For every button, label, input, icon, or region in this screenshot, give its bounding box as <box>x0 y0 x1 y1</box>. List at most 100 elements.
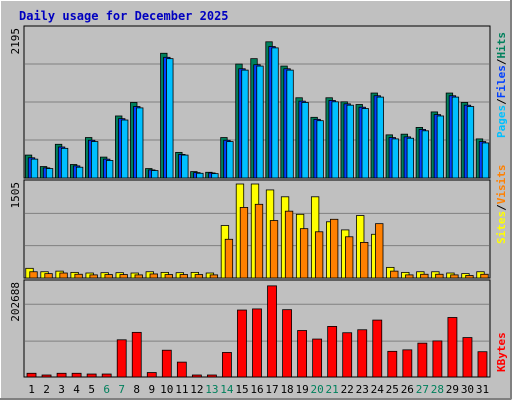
bottom-bar-kbytes-day-5 <box>86 373 97 378</box>
top-bar-pages-day-6 <box>106 160 114 179</box>
x-label-day-14: 14 <box>220 383 234 396</box>
top-legend: Pages/Files/Hits <box>495 32 508 138</box>
middle-bar-visits-day-1 <box>29 271 38 279</box>
top-bar-pages-day-5 <box>90 141 99 179</box>
middle-bar-visits-day-9 <box>149 273 158 279</box>
middle-bar-visits-day-5 <box>89 274 98 279</box>
top-bar-pages-day-18 <box>286 69 294 179</box>
x-label-day-22: 22 <box>341 383 354 396</box>
bottom-legend-part-0: KBytes <box>495 332 508 372</box>
top-bar-pages-day-25 <box>391 138 399 179</box>
x-label-day-31: 31 <box>476 383 489 396</box>
middle-bar-visits-day-10 <box>164 274 173 279</box>
top-ymax-label: 2195 <box>9 28 22 55</box>
x-label-day-1: 1 <box>28 383 35 396</box>
bottom-bar-kbytes-day-29 <box>447 317 458 378</box>
bottom-bar-kbytes-day-20 <box>312 338 323 378</box>
middle-bar-visits-day-28 <box>435 273 444 279</box>
x-label-day-21: 21 <box>326 383 339 396</box>
x-label-day-11: 11 <box>175 383 188 396</box>
middle-legend-part-2: Visits <box>495 165 508 205</box>
bottom-bar-kbytes-day-18 <box>282 309 292 378</box>
bottom-bar-kbytes-day-7 <box>116 339 127 378</box>
middle-legend: Sites/Visits <box>495 165 508 245</box>
bottom-bar-kbytes-day-1 <box>26 372 37 378</box>
bottom-bar-kbytes-day-2 <box>41 374 52 378</box>
middle-bar-visits-day-21 <box>330 218 339 279</box>
bottom-bar-kbytes-day-21 <box>327 326 338 378</box>
middle-bar-visits-day-17 <box>269 220 279 279</box>
middle-bar-visits-day-23 <box>360 241 369 279</box>
middle-bar-visits-day-22 <box>345 236 354 279</box>
bottom-bar-kbytes-day-31 <box>477 351 488 378</box>
top-bar-pages-day-10 <box>166 58 174 179</box>
top-bar-pages-day-23 <box>361 108 369 179</box>
bottom-bar-kbytes-day-17 <box>267 285 277 378</box>
middle-bar-visits-day-3 <box>59 272 68 279</box>
top-bar-pages-day-8 <box>136 107 144 179</box>
x-label-day-4: 4 <box>73 383 80 396</box>
x-label-day-10: 10 <box>160 383 173 396</box>
middle-bar-visits-day-14 <box>224 238 234 279</box>
x-label-day-6: 6 <box>103 383 110 396</box>
top-bar-pages-day-30 <box>466 106 475 179</box>
top-legend-part-3: / <box>495 58 508 65</box>
bottom-bar-kbytes-day-6 <box>101 373 112 378</box>
x-label-day-8: 8 <box>133 383 140 396</box>
bottom-bar-kbytes-day-15 <box>237 309 247 378</box>
bottom-bar-kbytes-day-23 <box>357 329 368 378</box>
top-bar-pages-day-2 <box>45 168 54 179</box>
bottom-bar-kbytes-day-26 <box>402 349 413 378</box>
top-bar-pages-day-12 <box>196 172 204 179</box>
top-bar-pages-day-16 <box>256 65 264 179</box>
top-legend-part-4: Hits <box>495 32 508 59</box>
top-bar-pages-day-1 <box>30 158 39 179</box>
bottom-bar-kbytes-day-24 <box>372 319 383 378</box>
middle-bar-visits-day-8 <box>134 274 143 279</box>
bottom-bar-kbytes-day-8 <box>131 331 142 378</box>
middle-bar-visits-day-18 <box>284 210 294 279</box>
bottom-bar-kbytes-day-12 <box>191 374 202 378</box>
bottom-bar-kbytes-day-14 <box>222 352 232 378</box>
middle-bar-visits-day-25 <box>390 270 399 279</box>
top-bar-pages-day-13 <box>211 173 219 179</box>
x-label-day-13: 13 <box>205 383 218 396</box>
y-axis-max-labels: 2195 1505 202688 <box>9 28 22 322</box>
top-bar-pages-day-29 <box>451 96 460 179</box>
x-label-day-12: 12 <box>190 383 203 396</box>
middle-bar-visits-day-2 <box>44 273 53 279</box>
top-bar-pages-day-22 <box>346 104 354 179</box>
top-bar-pages-day-24 <box>376 96 384 179</box>
bottom-bar-kbytes-day-25 <box>387 350 398 378</box>
panel-legends: Pages/Files/Hits Sites/Visits KBytes <box>495 32 508 372</box>
x-label-day-26: 26 <box>401 383 414 396</box>
bottom-bar-kbytes-day-16 <box>252 308 262 378</box>
top-legend-part-0: Pages <box>495 105 508 138</box>
middle-bar-visits-day-31 <box>480 273 489 279</box>
bottom-bar-kbytes-day-22 <box>342 332 353 378</box>
top-bar-pages-day-20 <box>316 120 324 179</box>
x-label-day-23: 23 <box>356 383 369 396</box>
x-label-day-29: 29 <box>446 383 459 396</box>
x-label-day-7: 7 <box>118 383 125 396</box>
x-axis-labels: 1 2 3 4 5 6 7 8 9 10 11 12 13 14 15 16 17 18 19 20 21 22 23 24 2… <box>28 383 489 396</box>
x-label-day-9: 9 <box>148 383 155 396</box>
middle-bar-visits-day-30 <box>465 275 474 279</box>
top-bar-pages-day-28 <box>436 115 445 179</box>
top-bar-pages-day-26 <box>406 137 414 179</box>
bottom-bar-kbytes-day-30 <box>462 337 473 378</box>
chart-title: Daily usage for December 2025 <box>19 9 229 23</box>
top-legend-part-1: / <box>495 98 508 105</box>
top-bar-pages-day-21 <box>331 101 339 179</box>
top-bar-pages-day-3 <box>60 147 69 179</box>
top-bar-pages-day-9 <box>151 170 159 179</box>
top-bar-pages-day-27 <box>421 130 430 179</box>
middle-bar-visits-day-20 <box>314 231 324 279</box>
x-label-day-17: 17 <box>265 383 278 396</box>
top-bar-pages-day-7 <box>121 119 129 179</box>
bottom-ymax-label: 202688 <box>9 282 22 322</box>
top-bar-pages-day-14 <box>226 141 234 179</box>
middle-bar-visits-day-7 <box>119 274 128 279</box>
